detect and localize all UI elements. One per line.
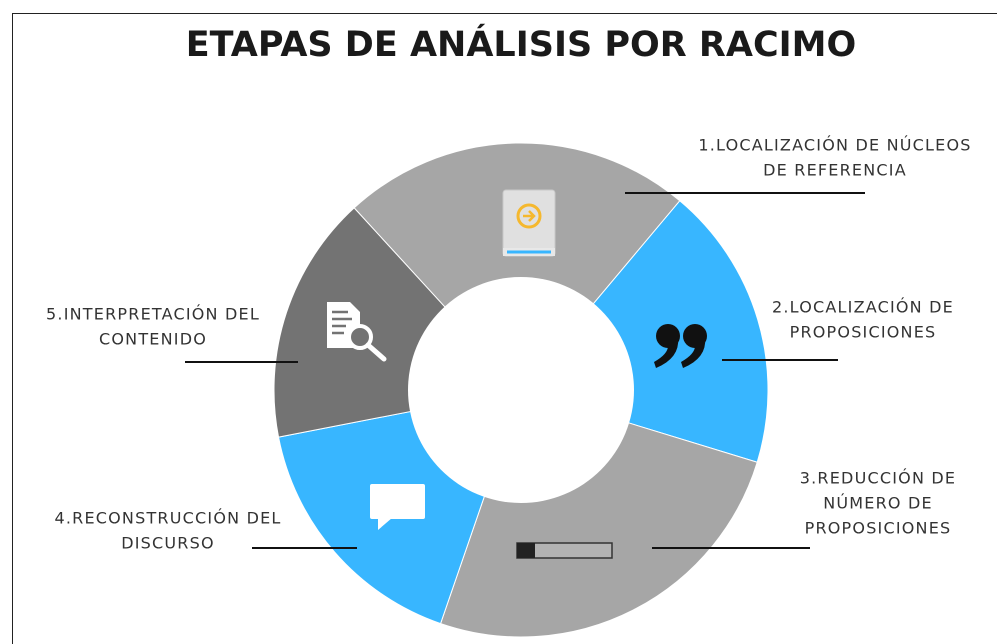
donut-hole [408, 277, 634, 503]
stage-label: NÚMERO DE [823, 494, 933, 513]
frame [12, 13, 997, 644]
stage-label: DE REFERENCIA [763, 161, 907, 180]
stage-label: CONTENIDO [99, 330, 207, 349]
stage-label: PROPOSICIONES [790, 323, 937, 342]
comment-icon [370, 484, 425, 530]
document-search-icon [327, 302, 387, 362]
stage-label: 2.LOCALIZACIÓN DE [772, 298, 954, 317]
labels: 1.LOCALIZACIÓN DE NÚCLEOS DE REFERENCIA 2.… [46, 136, 971, 553]
stage-label: 4.RECONSTRUCCIÓN DEL [54, 509, 281, 528]
progress-icon [516, 542, 613, 559]
title: ETAPAS DE ANÁLISIS POR RACIMO [186, 23, 857, 65]
quote-icon [654, 324, 707, 368]
stage-label: 5.INTERPRETACIÓN DEL [46, 305, 260, 324]
stage-label: 1.LOCALIZACIÓN DE NÚCLEOS [698, 136, 971, 155]
stage-label: PROPOSICIONES [805, 519, 952, 538]
stage-label: 3.REDUCCIÓN DE [800, 469, 956, 488]
stage-label: DISCURSO [121, 534, 215, 553]
book-icon [502, 189, 556, 257]
